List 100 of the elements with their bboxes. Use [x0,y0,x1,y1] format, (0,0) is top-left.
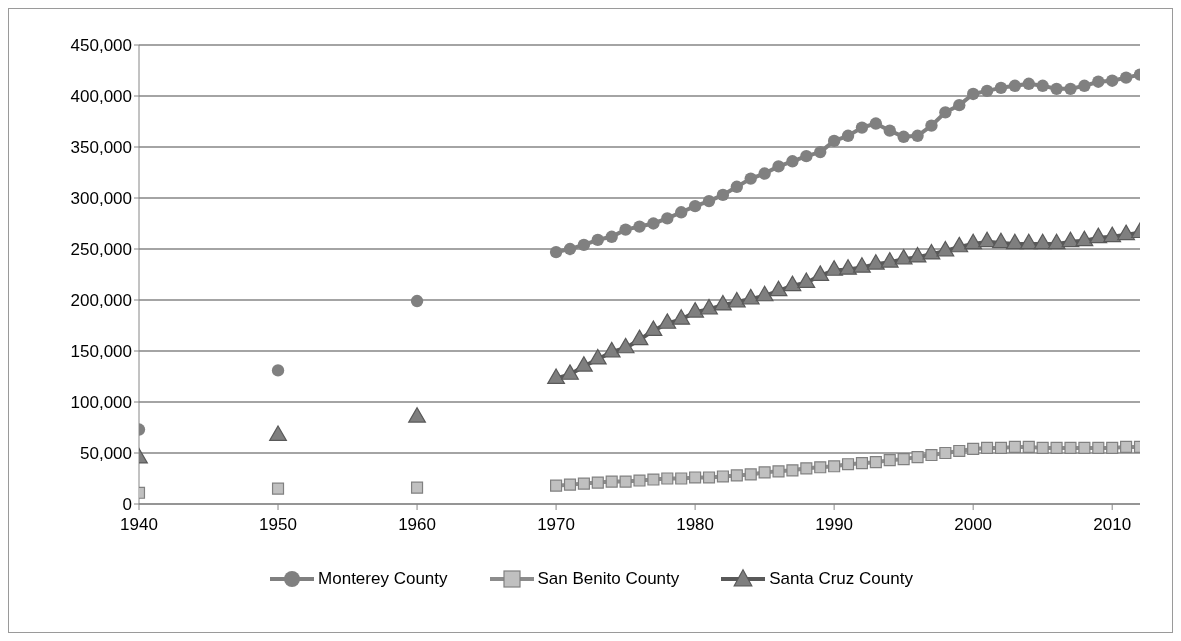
point [577,238,591,252]
point [688,199,702,213]
legend-label: Monterey County [318,569,448,589]
point [619,475,632,488]
point [744,172,757,185]
point [591,233,604,246]
point [800,462,813,475]
x-tick-label: 2010 [1093,515,1132,535]
point [1064,441,1077,454]
point [716,470,729,483]
point [1092,75,1105,88]
point [966,87,980,101]
point [994,81,1008,95]
y-tick-label: 150,000 [70,342,132,362]
point [772,465,785,478]
point [1036,79,1049,92]
y-tick-label: 100,000 [70,393,132,413]
point [1120,440,1133,453]
y-tick-label: 250,000 [70,240,132,260]
point [786,155,799,168]
point [869,456,882,469]
point [549,245,563,259]
point [855,121,869,134]
point [563,478,577,491]
point [271,482,285,495]
point [1064,82,1077,96]
point [675,206,688,219]
y-tick-label: 400,000 [70,87,132,107]
y-tick-label: 50,000 [80,444,132,464]
point [702,194,716,208]
point [633,474,646,487]
point [1050,82,1063,96]
point [939,446,952,460]
point [883,454,896,467]
point [772,160,785,173]
point [563,242,577,256]
point [855,457,869,470]
point [980,84,994,98]
y-tick-label: 350,000 [70,138,132,158]
point [716,188,730,202]
point [897,130,910,143]
point [814,145,827,159]
point [925,448,938,462]
point [786,464,799,477]
point [841,129,855,142]
x-tick-label: 1970 [537,515,575,535]
point [841,458,855,471]
point [1092,441,1105,454]
point [633,220,646,233]
x-tick-label: 1950 [259,515,297,535]
point [883,124,896,137]
point [1119,71,1133,84]
point [1022,440,1035,453]
x-tick-label: 1940 [120,515,158,535]
point [675,472,688,485]
point [939,106,952,119]
point [730,469,743,482]
point [271,364,285,377]
point [661,212,674,225]
x-tick-label: 1980 [676,515,715,535]
point [758,466,771,479]
point [925,119,938,132]
x-tick-label: 2000 [954,515,993,535]
point [953,99,966,112]
x-tick-label: 1960 [398,515,436,535]
point [994,441,1008,454]
point [827,134,841,148]
point [814,461,827,474]
y-tick-label: 200,000 [70,291,132,311]
point [1036,441,1049,454]
point [800,150,813,163]
y-tick-label: 0 [122,495,132,515]
point [550,479,563,492]
y-tick-label: 450,000 [70,36,132,56]
point [647,473,660,486]
point [1008,79,1022,92]
point [1078,79,1091,92]
point [689,471,702,484]
point [744,468,757,481]
point [758,167,771,180]
point [605,475,618,488]
legend-label: San Benito County [537,569,680,589]
point [967,442,980,455]
point [591,476,604,489]
point [897,453,910,466]
legend-label: Santa Cruz County [769,569,913,589]
point [828,460,841,473]
point [980,441,994,454]
point [619,223,632,236]
point [661,472,674,485]
point [869,117,883,130]
point [911,129,924,142]
point [605,230,618,243]
point [702,471,716,484]
point [953,444,966,458]
point [1008,440,1021,453]
x-tick-label: 1990 [815,515,854,535]
point [1050,441,1063,454]
point [647,217,660,230]
point [911,451,924,464]
